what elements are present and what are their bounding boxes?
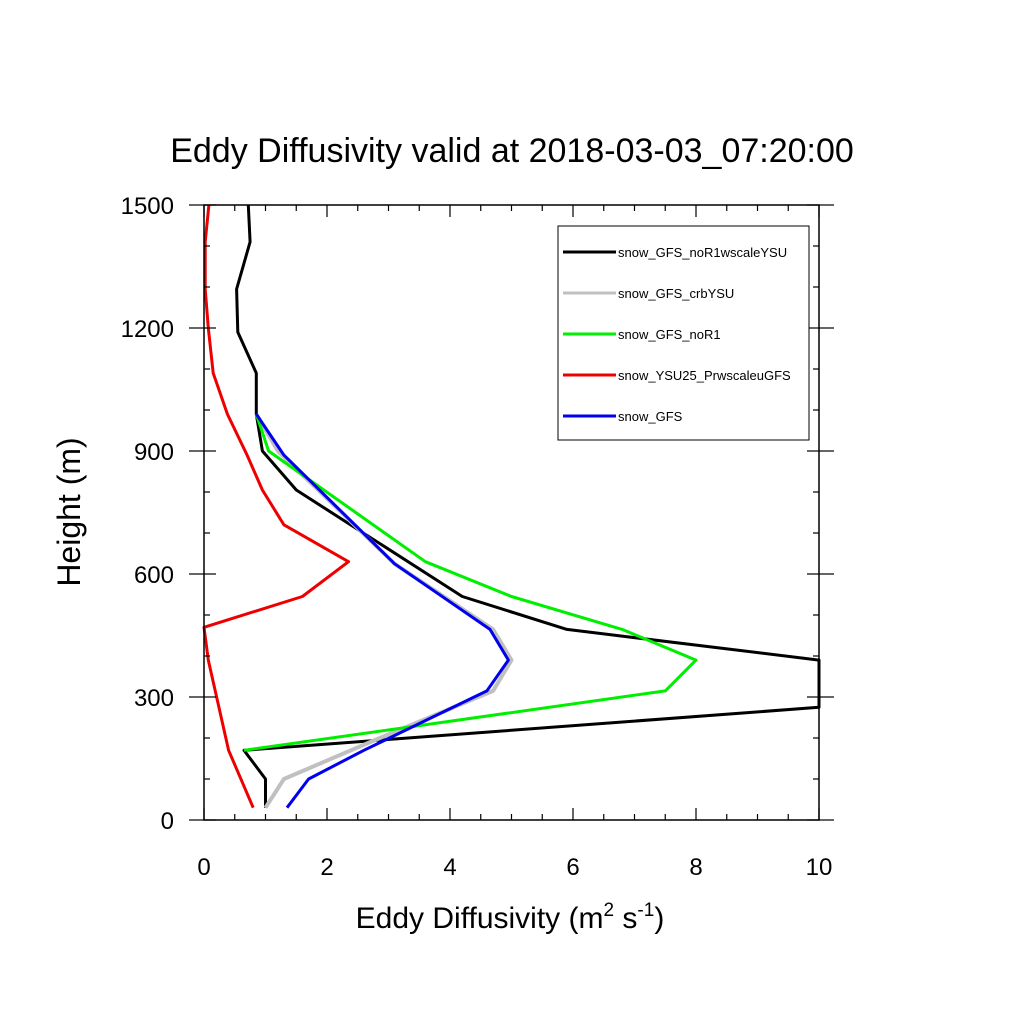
x-tick-label: 10 (806, 854, 833, 881)
series-line-snow_GFS (255, 413, 510, 809)
chart-title: Eddy Diffusivity valid at 2018-03-03_07:… (170, 132, 854, 170)
legend-label: snow_GFS (618, 409, 683, 424)
y-tick-label: 900 (134, 439, 174, 466)
y-tick-label: 0 (161, 808, 174, 835)
x-axis-label: Eddy Diffusivity (m2 s-1) (356, 900, 665, 935)
series-line-snow_GFS_noR1wscaleYSU (235, 204, 821, 808)
y-tick-label: 1500 (121, 193, 174, 220)
x-axis-label-sup1: 2 (604, 900, 615, 921)
y-axis-label: Height (m) (51, 437, 87, 586)
x-tick-label: 4 (443, 854, 456, 881)
x-tick-label: 8 (689, 854, 702, 881)
series-line-snow_YSU25_PrwscaleuGFS (202, 204, 350, 809)
x-axis-label-sup2: -1 (637, 900, 654, 921)
y-axis-ticks: 0 300 600 900 1200 1500 (121, 193, 834, 835)
x-tick-label: 0 (197, 854, 210, 881)
series-line-snow_GFS_crbYSU (254, 413, 514, 809)
x-axis-label-end: ) (654, 902, 664, 935)
legend-label: snow_GFS_noR1 (618, 327, 721, 342)
plot-lines (202, 204, 821, 809)
series-line-snow_GFS_noR1 (243, 413, 698, 752)
x-axis-label-base: Eddy Diffusivity (m (356, 902, 604, 935)
x-tick-label: 2 (320, 854, 333, 881)
x-axis-ticks: 0 2 4 6 8 10 (197, 205, 832, 881)
y-tick-label: 600 (134, 562, 174, 589)
y-tick-label: 300 (134, 685, 174, 712)
legend-label: snow_GFS_noR1wscaleYSU (618, 245, 787, 260)
x-axis-label-mid: s (614, 902, 637, 935)
y-tick-label: 1200 (121, 316, 174, 343)
x-tick-label: 6 (566, 854, 579, 881)
legend-label: snow_GFS_crbYSU (618, 286, 734, 301)
legend-label: snow_YSU25_PrwscaleuGFS (618, 368, 791, 383)
legend: snow_GFS_noR1wscaleYSU snow_GFS_crbYSUsno… (557, 225, 810, 441)
